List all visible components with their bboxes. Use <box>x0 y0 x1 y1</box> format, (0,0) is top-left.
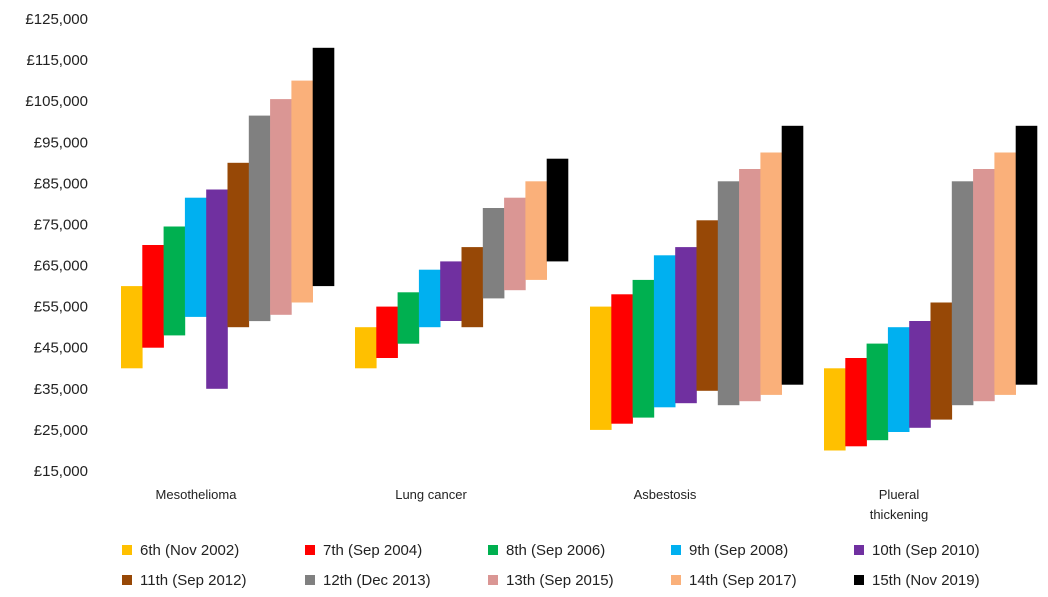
legend-label: 11th (Sep 2012) <box>140 571 247 589</box>
bar <box>611 294 633 424</box>
bars <box>121 47 1038 451</box>
legend-label: 6th (Nov 2002) <box>140 541 240 559</box>
bar <box>824 368 846 451</box>
y-tick-label: £55,000 <box>34 299 88 316</box>
y-tick-label: £65,000 <box>34 258 88 275</box>
bar <box>887 327 910 432</box>
bar <box>291 80 313 303</box>
legend-swatch <box>854 545 864 555</box>
bar <box>121 286 143 369</box>
bar <box>909 321 931 428</box>
bar <box>163 226 186 336</box>
bar <box>653 255 676 408</box>
y-tick-label: £125,000 <box>25 11 88 28</box>
legend-swatch <box>488 545 498 555</box>
y-tick-label: £45,000 <box>34 340 88 357</box>
bar <box>248 115 271 322</box>
y-tick-label: £85,000 <box>34 175 88 192</box>
legend-swatch <box>305 545 315 555</box>
bar <box>355 327 377 369</box>
bar <box>482 208 505 299</box>
legend-item: 7th (Sep 2004) <box>305 541 488 559</box>
bar <box>206 189 228 389</box>
y-tick-label: £25,000 <box>34 422 88 439</box>
category-label: Asbestosis <box>634 487 697 502</box>
y-tick-label: £35,000 <box>34 381 88 398</box>
legend-item: 12th (Dec 2013) <box>305 571 488 589</box>
y-axis: £15,000 £25,000 £35,000 £45,000 £55,000 £65,0… <box>25 11 88 480</box>
legend-label: 9th (Sep 2008) <box>689 541 789 559</box>
legend-label: 12th (Dec 2013) <box>323 571 431 589</box>
bar <box>781 125 804 385</box>
y-tick-label: £115,000 <box>27 52 88 69</box>
bar <box>930 302 953 420</box>
bar <box>546 158 569 262</box>
legend-item: 13th (Sep 2015) <box>488 571 671 589</box>
legend-item: 8th (Sep 2006) <box>488 541 671 559</box>
legend-label: 14th (Sep 2017) <box>689 571 797 589</box>
category-label: Lung cancer <box>395 487 467 502</box>
bar <box>696 220 719 391</box>
bar <box>951 181 974 406</box>
bar <box>866 343 889 441</box>
legend-item: 15th (Nov 2019) <box>854 571 1022 589</box>
legend-item: 11th (Sep 2012) <box>122 571 305 589</box>
legend-swatch <box>671 575 681 585</box>
bar <box>845 358 867 447</box>
y-tick-label: £105,000 <box>25 93 88 110</box>
legend-label: 10th (Sep 2010) <box>872 541 980 559</box>
bar <box>142 245 164 348</box>
bar <box>312 47 335 287</box>
bar <box>418 269 441 328</box>
bar <box>675 247 697 404</box>
legend-swatch <box>305 575 315 585</box>
legend-swatch <box>122 575 132 585</box>
bar <box>184 197 207 317</box>
bar <box>760 152 782 395</box>
bar <box>739 169 761 402</box>
category-label-line: Plueral <box>879 487 920 502</box>
bar <box>994 152 1016 395</box>
legend-label: 15th (Nov 2019) <box>872 571 980 589</box>
category-label-line: Asbestosis <box>634 487 697 502</box>
bar <box>440 261 462 321</box>
legend-item: 10th (Sep 2010) <box>854 541 1022 559</box>
bar <box>270 99 292 315</box>
legend-item: 6th (Nov 2002) <box>122 541 305 559</box>
bar <box>717 181 740 406</box>
legend: 6th (Nov 2002) 7th (Sep 2004) 8th (Sep 200… <box>122 541 1022 589</box>
category-label: Plueral thickening <box>870 487 929 522</box>
y-tick-label: £75,000 <box>34 216 88 233</box>
legend-label: 13th (Sep 2015) <box>506 571 614 589</box>
legend-label: 7th (Sep 2004) <box>323 541 423 559</box>
legend-item: 9th (Sep 2008) <box>671 541 854 559</box>
bar <box>504 197 526 291</box>
bar <box>227 162 250 328</box>
category-labels: Mesothelioma Lung cancer Asbestosis Plueral… <box>156 487 929 522</box>
bar <box>461 247 484 328</box>
legend-swatch <box>854 575 864 585</box>
legend-label: 8th (Sep 2006) <box>506 541 606 559</box>
y-tick-label: £95,000 <box>34 134 88 151</box>
bar <box>1015 125 1038 385</box>
legend-item: 14th (Sep 2017) <box>671 571 854 589</box>
legend-swatch <box>671 545 681 555</box>
bar <box>397 292 420 344</box>
y-tick-label: £15,000 <box>34 463 88 480</box>
legend-swatch <box>122 545 132 555</box>
category-label-line: thickening <box>870 507 929 522</box>
chart: £15,000 £25,000 £35,000 £45,000 £55,000 £65,0… <box>25 11 1038 522</box>
bar <box>632 279 655 418</box>
bar <box>525 181 547 280</box>
category-label-line: Mesothelioma <box>156 487 238 502</box>
bar <box>973 169 995 402</box>
bar <box>376 306 398 358</box>
category-label-line: Lung cancer <box>395 487 467 502</box>
bar <box>590 306 612 430</box>
category-label: Mesothelioma <box>156 487 238 502</box>
legend-swatch <box>488 575 498 585</box>
